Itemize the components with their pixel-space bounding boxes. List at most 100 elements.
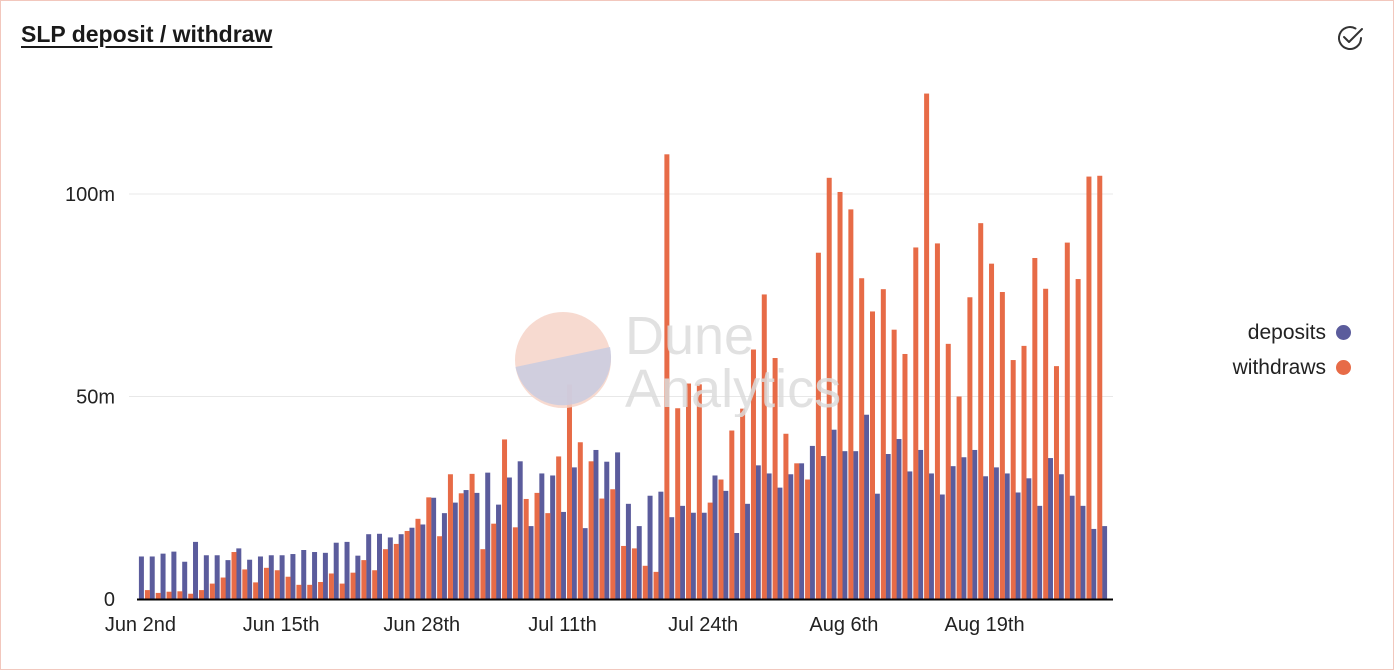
withdraws-bar xyxy=(945,343,951,599)
withdraws-bar xyxy=(783,433,789,599)
withdraws-bar xyxy=(1097,175,1103,599)
withdraws-bar xyxy=(372,570,378,600)
withdraws-bar xyxy=(891,329,897,599)
deposits-bar xyxy=(766,473,772,599)
deposits-bar xyxy=(257,556,263,599)
deposits-bar xyxy=(1080,505,1086,599)
withdraws-bar xyxy=(848,209,854,599)
legend-swatch-deposits xyxy=(1336,325,1351,340)
deposits-bar xyxy=(777,487,783,600)
legend-swatch-withdraws xyxy=(1336,360,1351,375)
x-tick-label: Jun 2nd xyxy=(105,614,176,636)
deposits-bar xyxy=(1037,505,1043,599)
withdraws-bar xyxy=(155,592,161,599)
deposits-bar xyxy=(333,542,339,600)
deposits-bar xyxy=(528,526,534,599)
deposits-bar xyxy=(301,550,307,600)
withdraws-bar xyxy=(263,567,269,600)
withdraws-bar xyxy=(534,492,540,599)
deposits-bar xyxy=(1091,528,1097,599)
deposits-bar xyxy=(236,548,242,600)
deposits-bar xyxy=(918,449,924,599)
withdraws-bar xyxy=(458,493,464,599)
x-tick-label: Jun 15th xyxy=(243,614,320,636)
deposits-bar xyxy=(214,555,220,599)
deposits-bar xyxy=(799,463,805,599)
deposits-bar xyxy=(517,461,523,599)
withdraws-bar xyxy=(556,456,562,599)
withdraws-bar xyxy=(740,408,746,599)
deposits-bar xyxy=(701,512,707,600)
deposits-bar xyxy=(950,466,956,599)
deposits-bar xyxy=(1058,474,1064,599)
withdraws-bar xyxy=(577,442,583,599)
deposits-bar xyxy=(712,475,718,600)
withdraws-bar xyxy=(426,497,432,600)
withdraws-bar xyxy=(361,560,367,599)
check-circle-icon[interactable] xyxy=(1335,23,1365,53)
withdraws-bar xyxy=(383,549,388,599)
deposits-bar xyxy=(485,472,491,599)
deposits-bar xyxy=(377,533,382,599)
deposits-bar xyxy=(853,451,859,599)
deposits-bar xyxy=(160,553,166,599)
deposits-bar xyxy=(636,526,642,599)
withdraws-bar xyxy=(523,498,529,599)
legend-item-withdraws[interactable]: withdraws xyxy=(1191,350,1351,385)
deposits-bar xyxy=(225,560,231,599)
withdraws-bar xyxy=(393,543,399,599)
deposits-bar xyxy=(625,503,631,599)
deposits-bar xyxy=(550,475,556,600)
deposits-bar xyxy=(571,467,577,600)
legend-label-deposits: deposits xyxy=(1247,320,1326,344)
deposits-bar xyxy=(149,556,155,599)
deposits-bar xyxy=(734,532,740,600)
chart-title[interactable]: SLP deposit / withdraw xyxy=(21,21,273,47)
deposits-bar xyxy=(831,429,837,599)
withdraws-bar xyxy=(144,590,150,599)
deposits-bar xyxy=(896,439,902,599)
withdraws-bar xyxy=(989,263,995,599)
deposits-bar xyxy=(842,451,848,599)
deposits-bar xyxy=(961,457,967,599)
withdraws-bar xyxy=(480,549,486,599)
withdraws-bar xyxy=(978,223,984,599)
withdraws-bar xyxy=(880,289,886,599)
legend: deposits withdraws xyxy=(1191,315,1351,385)
x-tick-label: Aug 19th xyxy=(945,614,1025,636)
withdraws-bar xyxy=(621,545,627,599)
withdraws-bar xyxy=(566,384,572,599)
withdraws-bar xyxy=(934,243,940,599)
withdraws-bar xyxy=(686,383,692,599)
withdraws-bar xyxy=(642,565,648,599)
grid-lines xyxy=(129,193,1113,397)
deposits-bar xyxy=(788,474,794,599)
deposits-bar xyxy=(312,552,318,599)
withdraws-bar xyxy=(318,581,324,599)
deposits-bar xyxy=(1015,492,1021,600)
deposits-bar xyxy=(431,497,437,599)
deposits-bar xyxy=(972,449,978,599)
x-tick-label: Jun 28th xyxy=(383,614,460,636)
withdraws-bar xyxy=(999,292,1005,599)
deposits-bar xyxy=(874,493,880,599)
deposits-bar xyxy=(983,476,989,599)
withdraws-bar xyxy=(1043,288,1049,599)
withdraws-bar xyxy=(815,252,821,599)
withdraws-bar xyxy=(328,573,334,600)
deposits-bar xyxy=(182,561,188,599)
withdraws-bar xyxy=(675,408,681,599)
withdraws-bar xyxy=(220,577,226,599)
deposits-bar xyxy=(744,503,750,599)
withdraws-bar xyxy=(512,527,518,600)
legend-item-deposits[interactable]: deposits xyxy=(1191,315,1351,350)
withdraws-bar xyxy=(1032,257,1038,599)
withdraws-bar xyxy=(1021,345,1027,600)
y-tick-label: 50m xyxy=(76,387,115,409)
y-tick-label: 0 xyxy=(104,589,115,611)
withdraws-bar xyxy=(1064,242,1070,599)
withdraws-bar xyxy=(870,311,875,599)
withdraws-bar xyxy=(447,474,453,599)
